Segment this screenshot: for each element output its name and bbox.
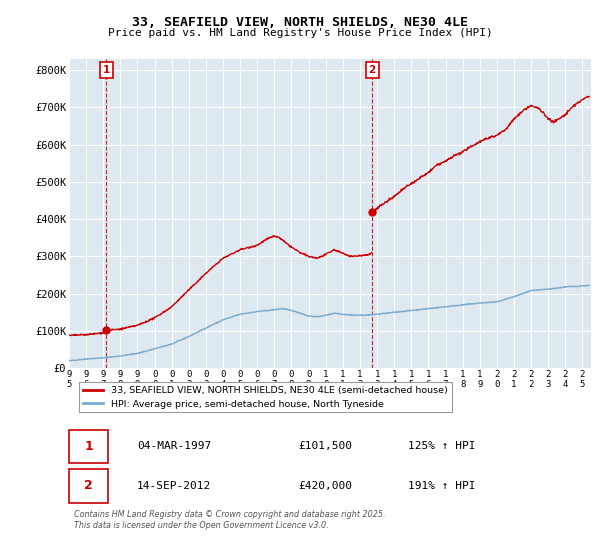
Text: Contains HM Land Registry data © Crown copyright and database right 2025.
This d: Contains HM Land Registry data © Crown c… — [74, 510, 386, 530]
Text: Price paid vs. HM Land Registry's House Price Index (HPI): Price paid vs. HM Land Registry's House … — [107, 28, 493, 38]
Text: 2: 2 — [368, 64, 376, 74]
Text: 125% ↑ HPI: 125% ↑ HPI — [409, 441, 476, 451]
Text: £420,000: £420,000 — [299, 481, 353, 491]
Text: 191% ↑ HPI: 191% ↑ HPI — [409, 481, 476, 491]
Text: 1: 1 — [84, 440, 93, 453]
Text: 1: 1 — [103, 64, 110, 74]
Legend: 33, SEAFIELD VIEW, NORTH SHIELDS, NE30 4LE (semi-detached house), HPI: Average p: 33, SEAFIELD VIEW, NORTH SHIELDS, NE30 4… — [79, 382, 452, 412]
Text: 14-SEP-2012: 14-SEP-2012 — [137, 481, 211, 491]
Text: 33, SEAFIELD VIEW, NORTH SHIELDS, NE30 4LE: 33, SEAFIELD VIEW, NORTH SHIELDS, NE30 4… — [132, 16, 468, 29]
Text: 04-MAR-1997: 04-MAR-1997 — [137, 441, 211, 451]
Text: £101,500: £101,500 — [299, 441, 353, 451]
Text: 2: 2 — [84, 479, 93, 492]
FancyBboxPatch shape — [69, 430, 108, 463]
FancyBboxPatch shape — [69, 469, 108, 502]
